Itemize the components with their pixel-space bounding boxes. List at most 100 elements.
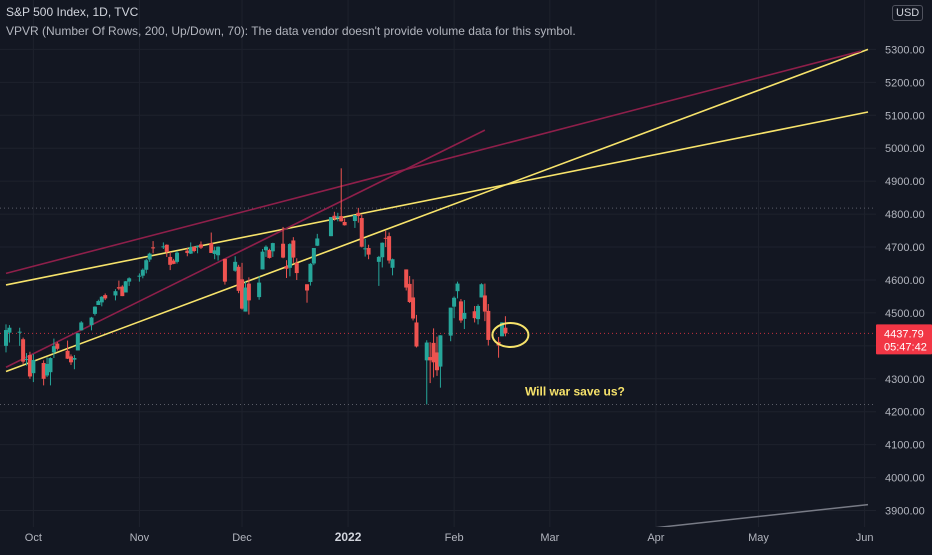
x-tick-label: Oct	[25, 532, 42, 544]
down-candle	[407, 276, 412, 304]
down-candle	[291, 237, 296, 263]
candle-body	[99, 296, 104, 303]
y-tick-label: 4500.00	[885, 308, 925, 320]
up-candle	[335, 212, 340, 222]
x-tick-label: Nov	[130, 532, 150, 544]
candle-body	[472, 311, 477, 319]
up-candle	[127, 277, 132, 286]
candle-body	[188, 247, 193, 254]
yellow-trendline[interactable]	[5, 111, 869, 286]
up-candle	[328, 217, 333, 237]
up-candle	[48, 357, 53, 386]
candle-body	[236, 266, 241, 291]
candle-body	[120, 286, 125, 297]
candle-body	[4, 330, 8, 346]
candle-body	[48, 358, 53, 373]
down-candle	[411, 279, 416, 321]
up-candle	[390, 258, 395, 276]
maroon-trendline[interactable]	[5, 129, 486, 368]
annotations[interactable]: Will war save us?	[491, 321, 625, 398]
candle-body	[171, 260, 176, 264]
candle-body	[137, 275, 142, 277]
down-candle	[339, 168, 344, 222]
up-candle	[4, 324, 8, 353]
candle-body	[411, 297, 416, 319]
down-candle	[482, 283, 487, 322]
down-candle	[164, 244, 169, 257]
down-candle	[222, 258, 227, 285]
up-candle	[479, 283, 484, 298]
trendlines[interactable]	[5, 48, 869, 531]
up-candle	[376, 255, 381, 286]
candle-body	[45, 363, 50, 376]
down-candle	[486, 304, 491, 346]
down-candle	[428, 342, 433, 384]
up-candle	[92, 306, 97, 316]
up-candle	[45, 357, 50, 378]
candle-body	[363, 248, 368, 250]
grey-trendline[interactable]	[632, 503, 869, 531]
candle-body	[55, 343, 60, 349]
down-candle	[387, 232, 392, 264]
candle-body	[257, 282, 262, 298]
maroon-trendline[interactable]	[5, 50, 862, 275]
candle-body	[332, 215, 337, 219]
candle-body	[243, 287, 248, 312]
down-candle	[404, 269, 409, 291]
candle-body	[284, 266, 289, 269]
candle-body	[503, 327, 508, 334]
x-tick-label: Feb	[445, 532, 464, 544]
candle-body	[116, 287, 121, 289]
up-candle	[188, 242, 193, 254]
down-candle	[496, 336, 501, 358]
candle-body	[267, 249, 272, 258]
down-candle	[41, 360, 46, 386]
candle-body	[168, 256, 173, 265]
currency-badge[interactable]: USD	[892, 5, 924, 21]
y-tick-label: 5000.00	[885, 143, 925, 155]
candle-body	[342, 221, 347, 226]
candle-body	[27, 355, 32, 377]
axes[interactable]: 3900.004000.004100.004200.004300.004400.…	[25, 44, 932, 544]
down-candle	[458, 299, 463, 323]
down-candle	[171, 258, 176, 265]
y-tick-label: 4300.00	[885, 374, 925, 386]
up-candle	[308, 263, 313, 286]
up-candle	[380, 242, 385, 268]
candle-body	[428, 357, 433, 361]
candle-body	[175, 252, 180, 262]
x-tick-label: May	[748, 532, 769, 544]
up-candle	[123, 280, 128, 293]
y-tick-label: 5100.00	[885, 110, 925, 122]
down-candle	[192, 246, 197, 253]
candle-body	[308, 263, 313, 282]
down-candle	[246, 277, 251, 315]
y-tick-label: 3900.00	[885, 506, 925, 518]
candle-body	[263, 246, 268, 251]
y-tick-label: 4100.00	[885, 440, 925, 452]
down-candle	[68, 354, 73, 365]
candle-body	[127, 278, 132, 282]
symbol-title[interactable]: S&P 500 Index, 1D, TVC	[6, 5, 139, 19]
candle-body	[192, 246, 197, 251]
up-candle	[233, 256, 238, 272]
down-candle	[21, 337, 26, 364]
x-tick-label: 2022	[335, 530, 362, 544]
candle-body	[209, 243, 214, 253]
candle-body	[195, 245, 200, 248]
candle-body	[72, 358, 77, 360]
down-candle	[65, 340, 70, 360]
candle-body	[499, 322, 504, 337]
y-tick-label: 4600.00	[885, 275, 925, 287]
candle-body	[151, 247, 156, 249]
y-tick-label: 4700.00	[885, 242, 925, 254]
annotation-text[interactable]: Will war save us?	[525, 384, 625, 398]
yellow-trendline[interactable]	[5, 48, 869, 373]
candle-body	[424, 342, 429, 361]
down-candle	[472, 305, 477, 323]
up-candle	[462, 300, 467, 330]
highlight-ellipse[interactable]	[491, 321, 530, 348]
